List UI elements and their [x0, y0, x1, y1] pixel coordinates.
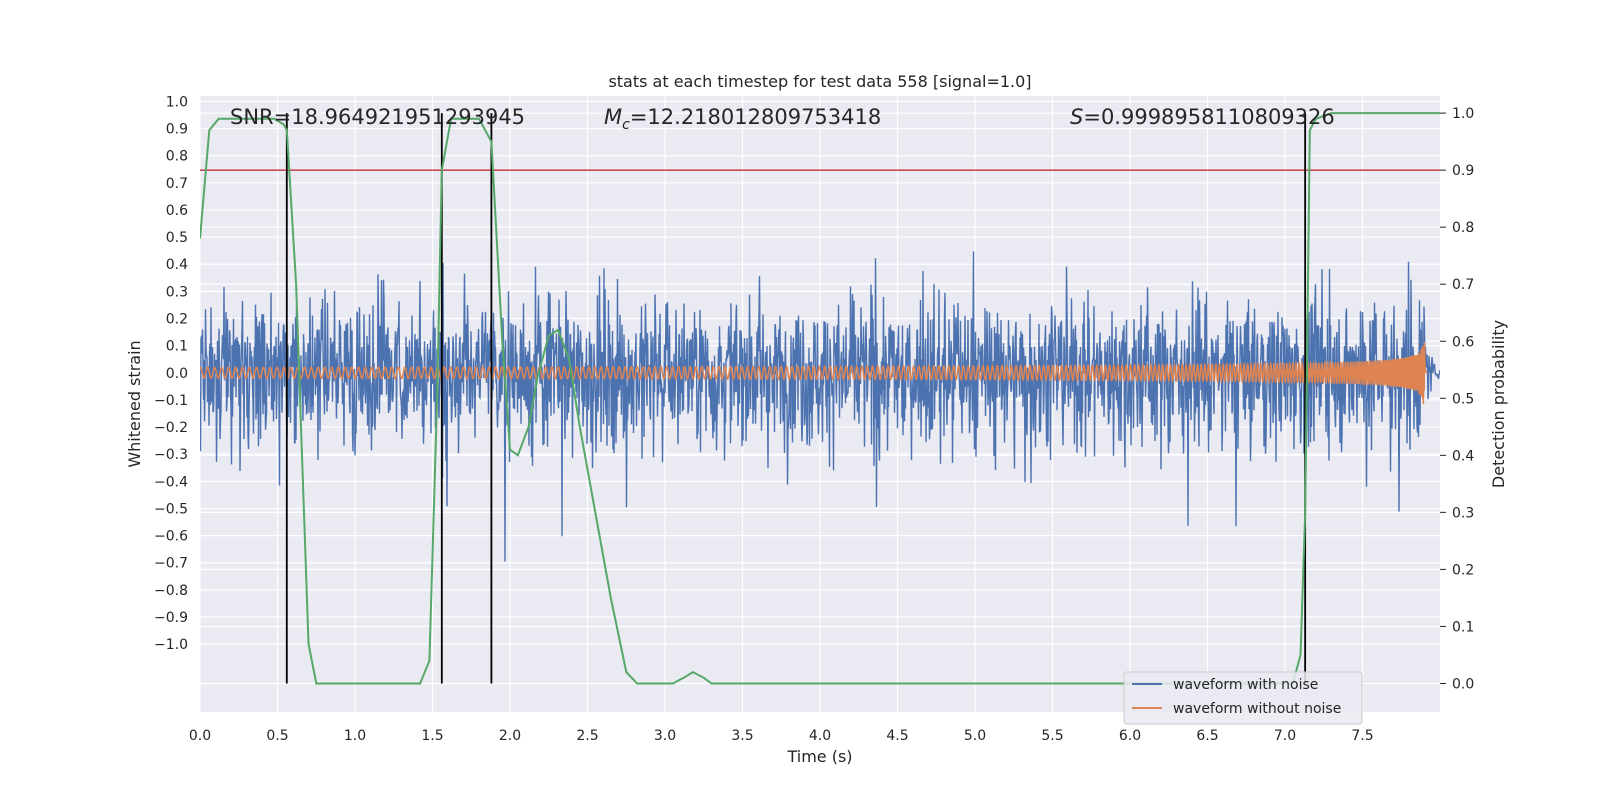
- left-y-tick-label: −0.2: [154, 420, 188, 436]
- right-y-tick-label: 0.6: [1452, 334, 1474, 350]
- x-axis-label: Time (s): [786, 747, 852, 766]
- chirp-mass-subscript: c: [622, 117, 630, 133]
- chirp-mass-symbol: M: [604, 105, 622, 129]
- x-tick-label: 3.5: [731, 728, 753, 744]
- left-y-tick-label: 0.4: [166, 257, 188, 273]
- right-y-tick-label: 0.5: [1452, 391, 1474, 407]
- left-y-tick-label: 0.8: [166, 149, 188, 165]
- noise-waveform-line: [200, 251, 1440, 562]
- chart-title: stats at each timestep for test data 558…: [608, 72, 1031, 91]
- snr-annotation: SNR=18.964921951293945: [230, 105, 525, 129]
- left-y-tick-label: 0.3: [166, 284, 188, 300]
- x-tick-label: 6.5: [1196, 728, 1218, 744]
- right-y-axis-ticks: 1.0 0.9 0.8 0.7 0.6 0.5 0.4 0.3 0.2 0.1 0.0: [1440, 106, 1474, 692]
- left-y-tick-label: −0.5: [154, 501, 188, 517]
- left-y-tick-label: 1.0: [166, 94, 188, 110]
- s-symbol: S: [1070, 105, 1083, 129]
- left-y-tick-label: −0.7: [154, 556, 188, 572]
- s-annotation: S=0.9998958110809326: [1070, 105, 1335, 129]
- chirp-mass-annotation: Mc=12.218012809753418: [604, 105, 881, 133]
- right-y-axis-label: Detection probability: [1489, 320, 1508, 488]
- left-y-tick-label: 0.7: [166, 176, 188, 192]
- x-tick-label: 1.0: [344, 728, 366, 744]
- right-y-tick-label: 0.7: [1452, 277, 1474, 293]
- legend-clean-label: waveform without noise: [1173, 701, 1341, 717]
- x-tick-label: 7.5: [1351, 728, 1373, 744]
- legend-box: [1123, 671, 1363, 725]
- left-y-tick-label: 0.1: [166, 339, 188, 355]
- left-y-tick-label: 0.6: [166, 203, 188, 219]
- left-y-tick-label: 0.2: [166, 312, 188, 328]
- legend-noise-label: waveform with noise: [1173, 677, 1318, 693]
- left-y-tick-label: 0.9: [166, 122, 188, 138]
- left-y-axis-ticks: 1.0 0.9 0.8 0.7 0.6 0.5 0.4 0.3 0.2 0.1 0.0 −0.1 −0.…: [154, 94, 188, 653]
- x-tick-label: 0.5: [266, 728, 288, 744]
- x-tick-label: 4.5: [886, 728, 908, 744]
- right-y-tick-label: 0.0: [1452, 676, 1474, 692]
- left-y-tick-label: −0.9: [154, 610, 188, 626]
- x-tick-label: 1.5: [421, 728, 443, 744]
- left-y-tick-label: 0.0: [166, 366, 188, 382]
- x-tick-label: 6.0: [1119, 728, 1141, 744]
- x-tick-label: 5.0: [964, 728, 986, 744]
- left-y-tick-label: −0.4: [154, 474, 188, 490]
- left-y-tick-label: −0.8: [154, 583, 188, 599]
- s-value: =0.9998958110809326: [1083, 105, 1334, 129]
- left-y-tick-label: −0.1: [154, 393, 188, 409]
- right-y-tick-label: 0.9: [1452, 163, 1474, 179]
- x-tick-label: 5.5: [1041, 728, 1063, 744]
- legend: waveform with noise waveform without noi…: [1123, 671, 1363, 725]
- left-y-axis-label: Whitened strain: [125, 340, 144, 467]
- x-tick-label: 4.0: [809, 728, 831, 744]
- x-tick-label: 7.0: [1274, 728, 1296, 744]
- right-y-tick-label: 0.4: [1452, 448, 1474, 464]
- left-y-tick-label: −1.0: [154, 637, 188, 653]
- x-tick-label: 2.5: [576, 728, 598, 744]
- x-tick-label: 3.0: [654, 728, 676, 744]
- clean-waveform-line: [200, 342, 1428, 404]
- right-y-tick-label: 0.2: [1452, 562, 1474, 578]
- left-y-tick-label: −0.3: [154, 447, 188, 463]
- right-y-tick-label: 0.1: [1452, 619, 1474, 635]
- right-y-tick-label: 0.3: [1452, 505, 1474, 521]
- x-axis-ticks: 0.0 0.5 1.0 1.5 2.0 2.5 3.0 3.5 4.0 4.5 5.0 5.5 6.0 6…: [189, 728, 1374, 744]
- chirp-mass-value: =12.218012809753418: [630, 105, 881, 129]
- x-tick-label: 2.0: [499, 728, 521, 744]
- left-y-tick-label: 0.5: [166, 230, 188, 246]
- right-y-tick-label: 0.8: [1452, 220, 1474, 236]
- right-y-tick-label: 1.0: [1452, 106, 1474, 122]
- x-tick-label: 0.0: [189, 728, 211, 744]
- left-y-tick-label: −0.6: [154, 529, 188, 545]
